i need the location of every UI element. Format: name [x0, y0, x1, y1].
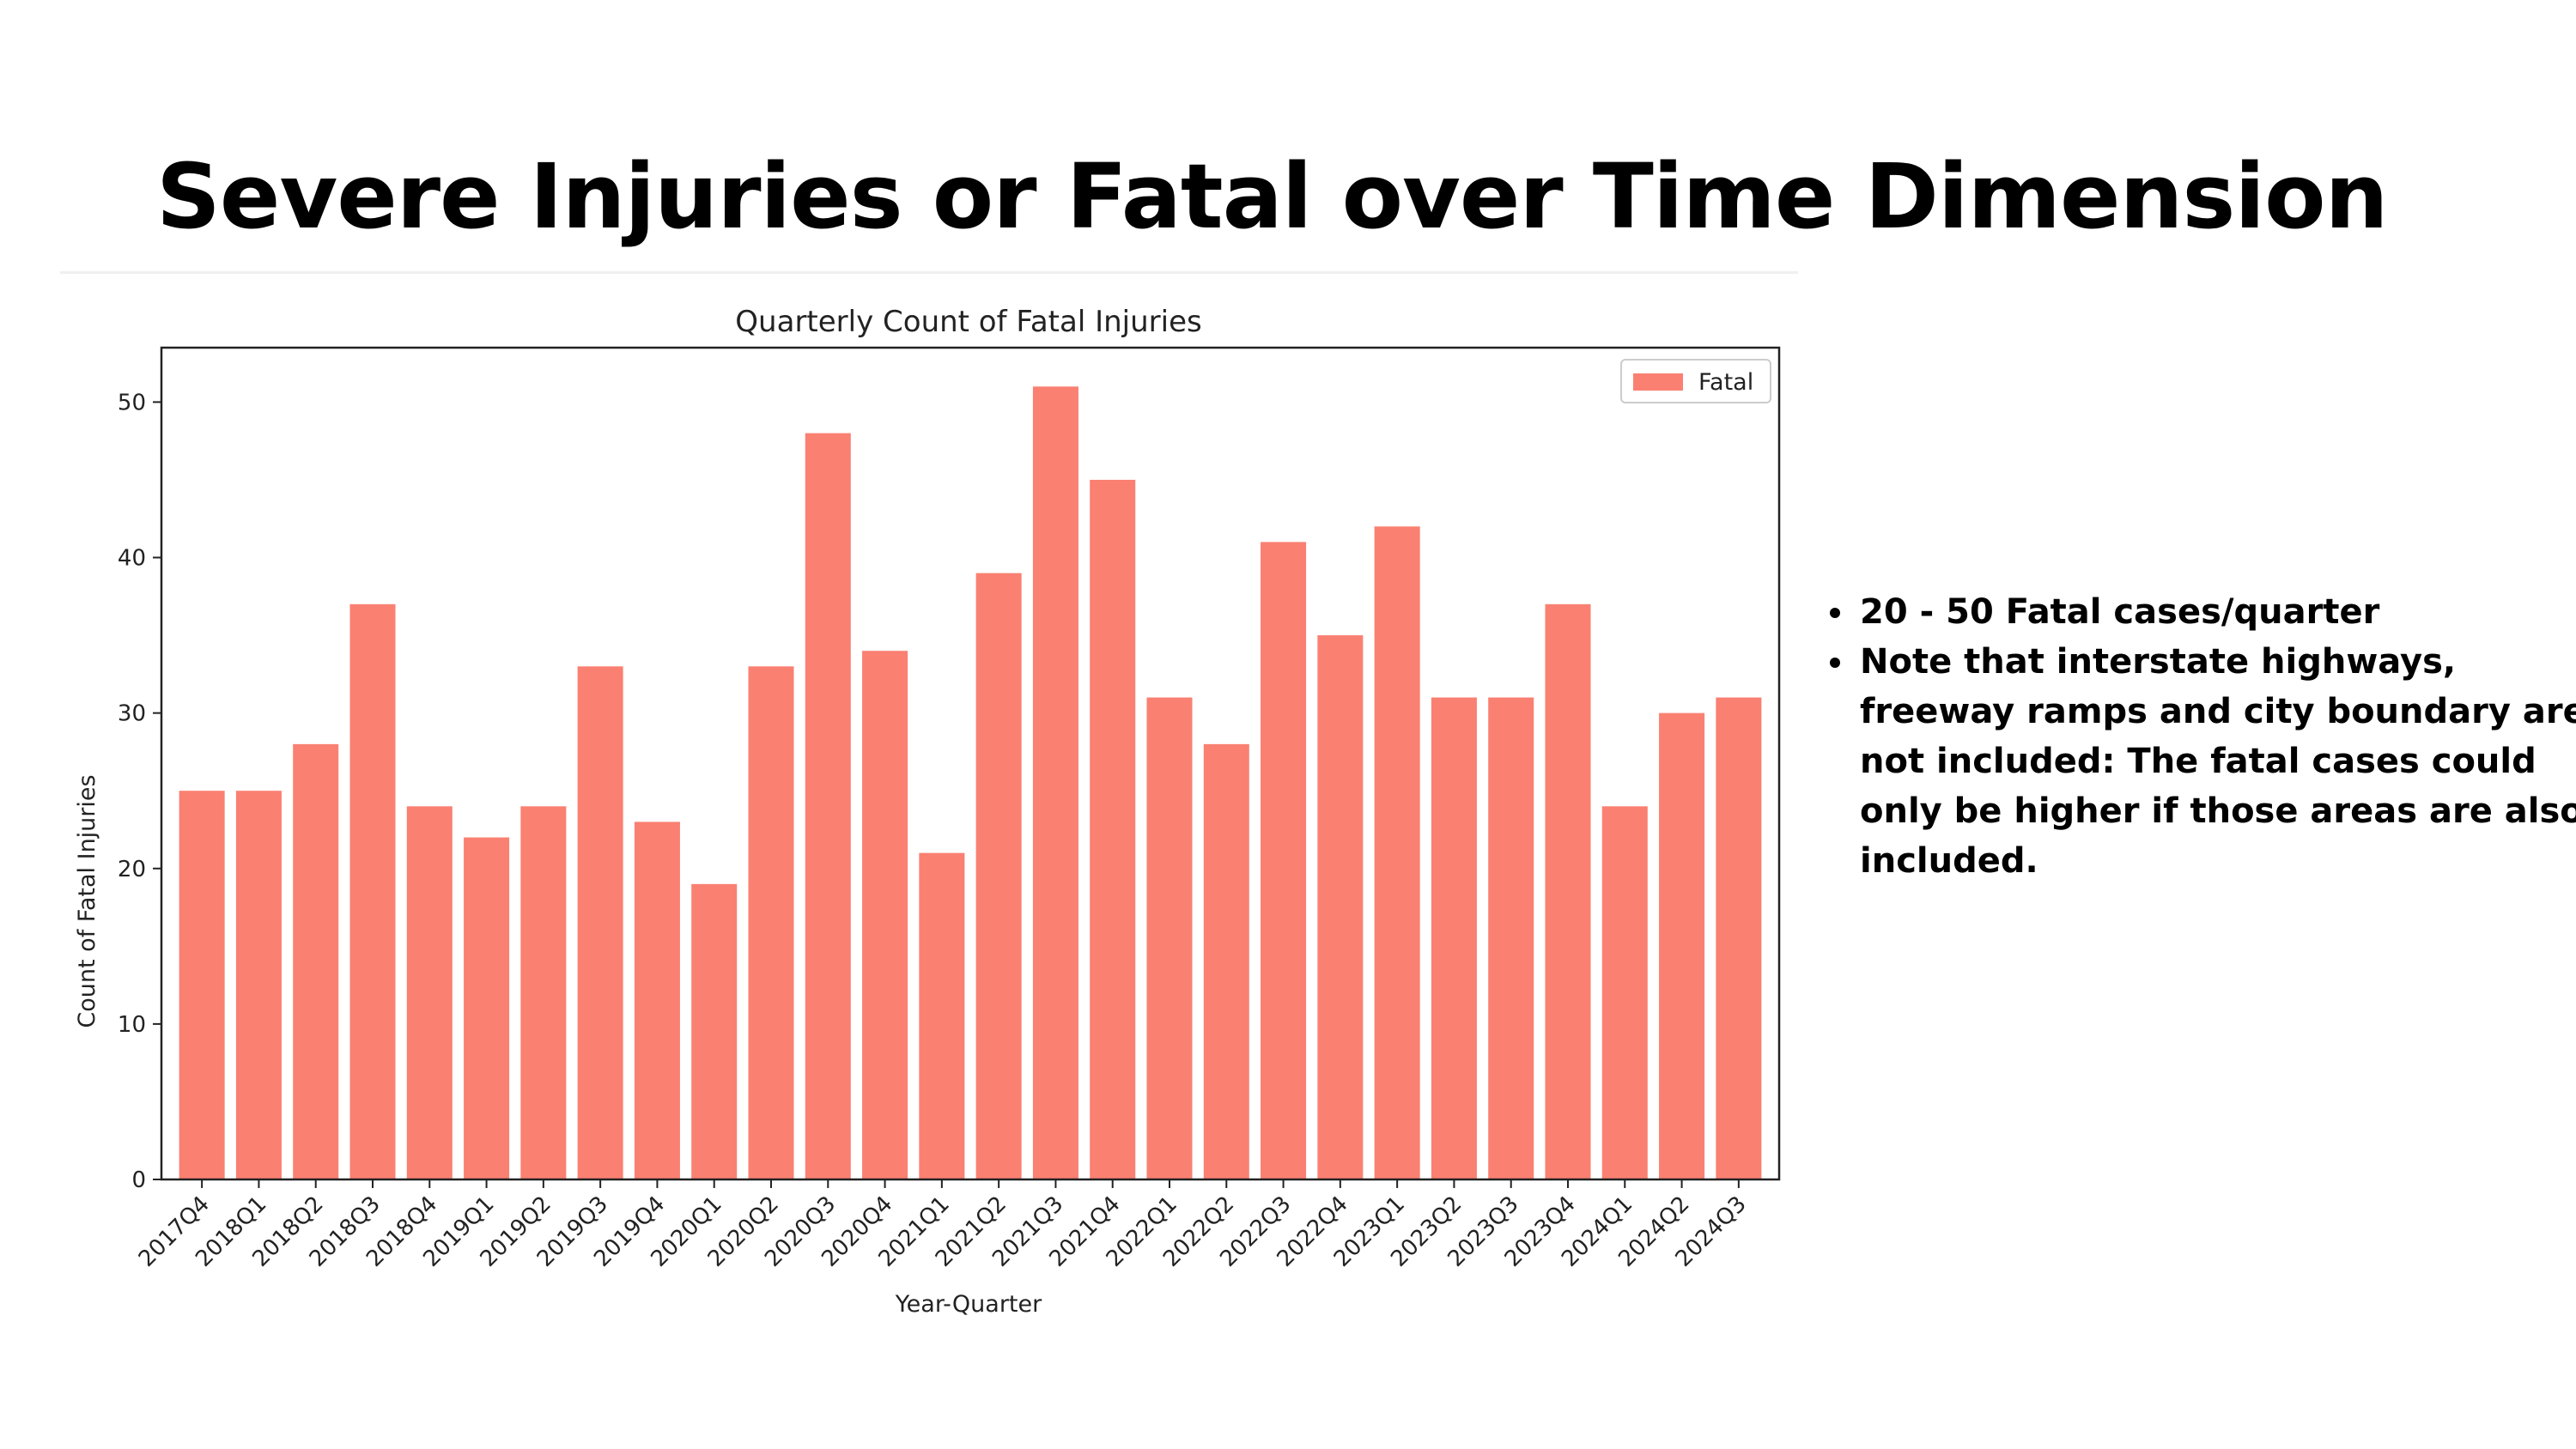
note-item: Note that interstate highways, freeway r…	[1856, 637, 2576, 886]
y-tick-label: 40	[118, 546, 146, 572]
legend-label: Fatal	[1698, 369, 1753, 396]
bar-2018Q2	[293, 743, 339, 1179]
plot-frame	[160, 346, 1781, 1181]
bar-2021Q4	[1090, 479, 1136, 1179]
chart-container: Quarterly Count of Fatal Injuries 0 10 20 3…	[0, 283, 1803, 1339]
bar-2019Q2	[520, 806, 567, 1179]
bar-2023Q3	[1488, 697, 1534, 1179]
bar-2024Q1	[1601, 806, 1648, 1179]
y-tick-label: 0	[131, 1167, 146, 1193]
bar-2022Q4	[1317, 635, 1364, 1179]
bar-2017Q4	[179, 791, 225, 1179]
bar-2019Q3	[577, 666, 623, 1179]
slide-title: Severe Injuries or Fatal over Time Dimen…	[156, 144, 2389, 249]
y-tick-label: 20	[118, 857, 146, 882]
x-axis: 2017Q42018Q12018Q22018Q32018Q42019Q12019…	[134, 1179, 1752, 1272]
bar-2022Q2	[1203, 743, 1249, 1179]
bar-2018Q4	[406, 806, 453, 1179]
bar-2018Q3	[349, 603, 396, 1179]
bar-2020Q4	[862, 651, 908, 1179]
y-tick-label: 30	[118, 701, 146, 727]
bar-2021Q1	[919, 852, 965, 1179]
y-tick-label: 10	[118, 1012, 146, 1038]
bar-2024Q3	[1716, 697, 1762, 1179]
y-tick-label: 50	[118, 390, 146, 415]
bar-2023Q1	[1374, 526, 1420, 1179]
y-axis-label: Count of Fatal Injuries	[74, 774, 100, 1028]
bar-2023Q2	[1431, 697, 1477, 1179]
bar-2020Q1	[691, 883, 738, 1179]
x-axis-label: Year-Quarter	[895, 1291, 1042, 1318]
bar-2020Q2	[748, 666, 794, 1179]
notes-list: 20 - 50 Fatal cases/quarter Note that in…	[1820, 587, 2576, 886]
bar-2022Q3	[1261, 542, 1307, 1179]
note-item: 20 - 50 Fatal cases/quarter	[1856, 587, 2576, 637]
bar-2020Q3	[805, 433, 851, 1179]
chart-title: Quarterly Count of Fatal Injuries	[735, 305, 1201, 339]
y-axis: 0 10 20 30 40 50	[118, 390, 161, 1193]
bar-2021Q3	[1032, 386, 1078, 1179]
legend-swatch	[1633, 373, 1683, 391]
bar-2019Q4	[634, 822, 680, 1179]
bar-2024Q2	[1659, 712, 1705, 1179]
bars-layer	[179, 386, 1762, 1179]
bar-2022Q1	[1146, 697, 1193, 1179]
bar-2021Q2	[975, 573, 1022, 1179]
bar-chart: Quarterly Count of Fatal Injuries 0 10 20 3…	[74, 305, 1781, 1318]
bar-2023Q4	[1545, 603, 1591, 1179]
legend-frame	[1620, 359, 1771, 403]
bar-2018Q1	[235, 791, 282, 1179]
legend: Fatal	[1620, 359, 1771, 403]
bar-2019Q1	[464, 837, 510, 1179]
title-divider	[60, 271, 1798, 274]
